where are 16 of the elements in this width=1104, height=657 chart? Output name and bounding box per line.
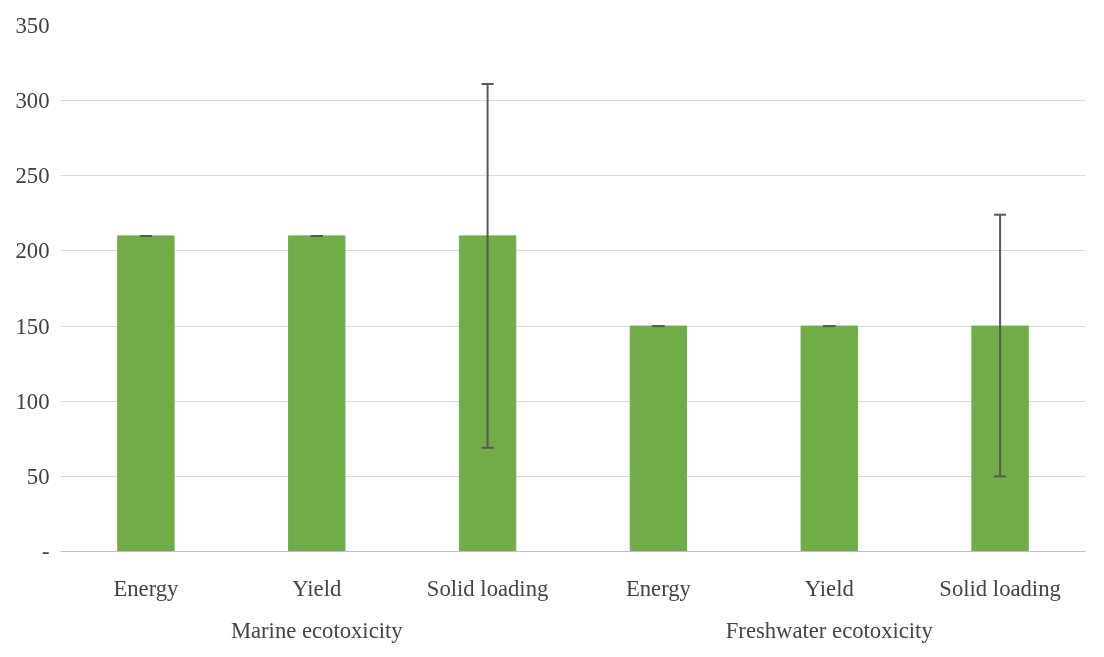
x-tick-label: Energy [113, 575, 180, 601]
x-tick-label: Energy [625, 575, 692, 601]
y-tick-label: 200 [15, 238, 50, 264]
y-tick-label: 150 [15, 313, 50, 339]
y-tick-label: 100 [15, 388, 50, 414]
y-tick-label: 350 [15, 13, 50, 38]
y-tick-label: 250 [15, 163, 50, 189]
x-tick-label: Solid loading [939, 575, 1061, 601]
y-tick-label: 300 [15, 88, 50, 114]
x-tick-label: Yield [804, 575, 855, 601]
y-tick-label: - [41, 539, 50, 564]
text: Marine ecotoxicity [230, 617, 404, 643]
x-tick-label: Yield [292, 575, 342, 601]
text: Freshwater ecotoxicity [725, 617, 934, 643]
x-tick-label: Solid loading [426, 575, 549, 601]
y-tick-label: 50 [26, 463, 50, 489]
